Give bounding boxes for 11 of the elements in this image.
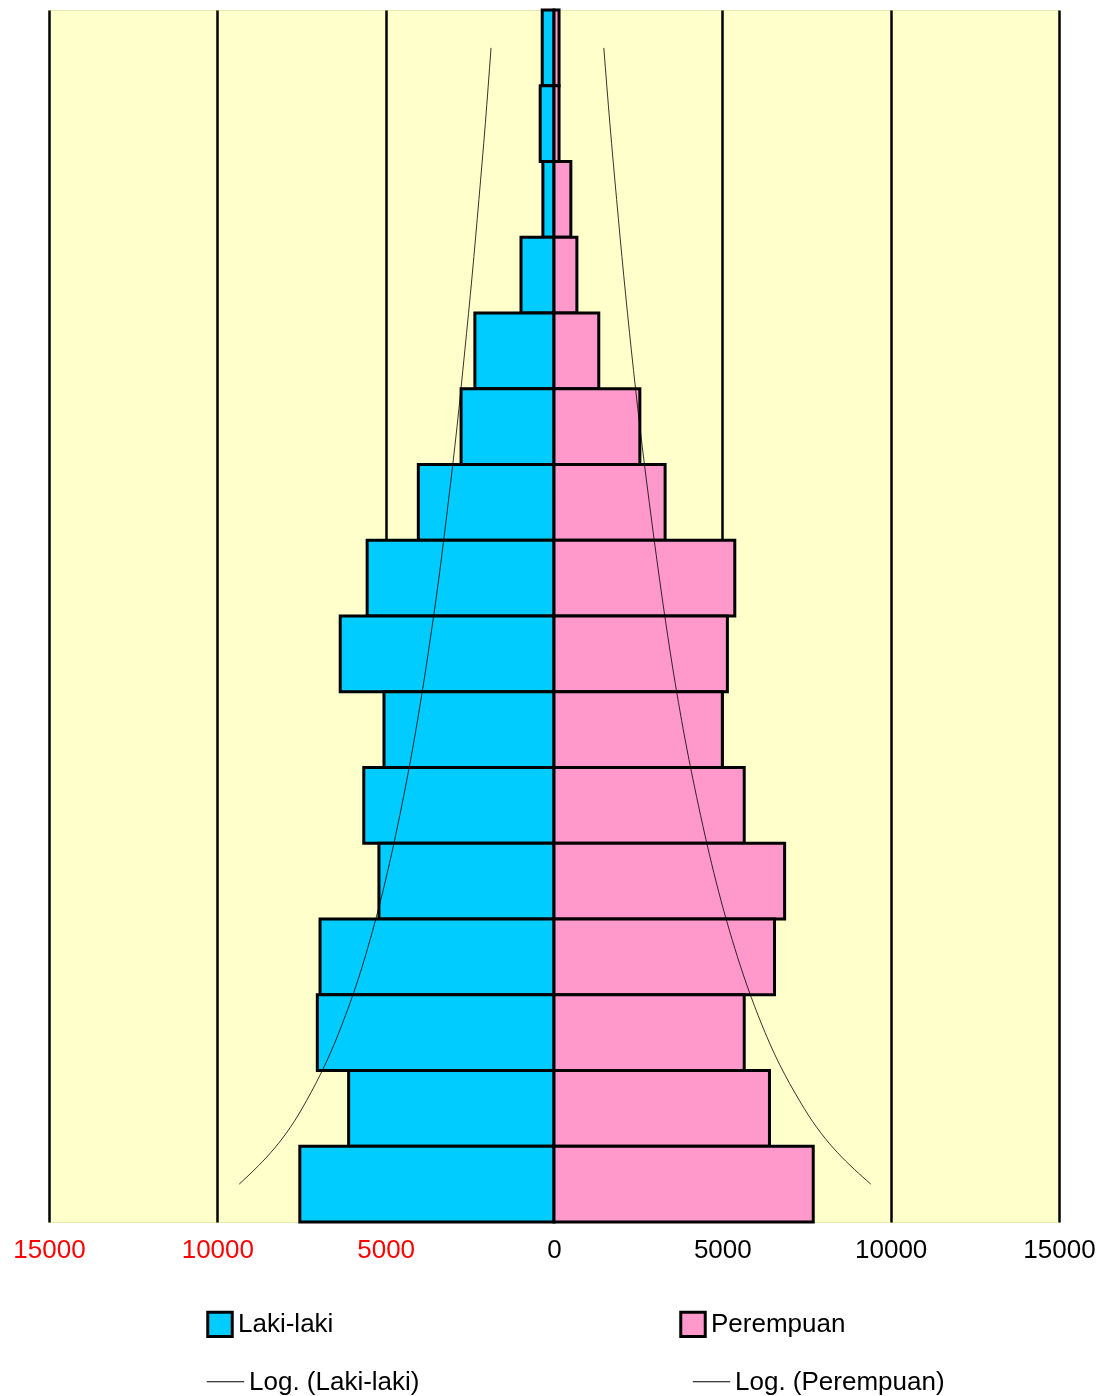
legend-label: Laki-laki — [238, 1308, 334, 1339]
legend-label: Perempuan — [711, 1308, 846, 1339]
x-tick-label: 5000 — [693, 1233, 752, 1264]
x-tick-label: 0 — [547, 1233, 562, 1264]
x-tick-label: 10000 — [855, 1233, 928, 1264]
x-tick-label: 15000 — [13, 1233, 86, 1264]
x-tick-label: 10000 — [181, 1233, 254, 1264]
legend-label: Log. (Perempuan) — [735, 1365, 945, 1396]
x-tick-label: 15000 — [1023, 1233, 1096, 1264]
legend-label: Log. (Laki-laki) — [249, 1365, 420, 1396]
x-tick-label: 5000 — [357, 1233, 416, 1264]
